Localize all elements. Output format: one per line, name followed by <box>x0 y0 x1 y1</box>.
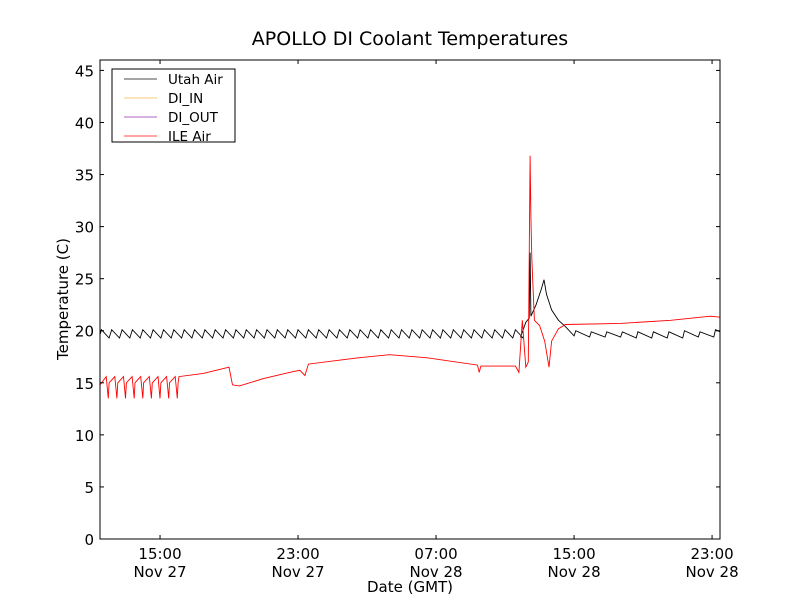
y-axis-label: Temperature (C) <box>54 238 72 361</box>
x-tick-date: Nov 28 <box>547 563 600 581</box>
y-tick-label: 5 <box>84 479 94 497</box>
x-axis-label: Date (GMT) <box>367 578 453 596</box>
y-tick-label: 20 <box>75 323 94 341</box>
series-line-utah-air <box>99 252 721 339</box>
series-layer <box>99 155 721 399</box>
y-tick-label: 0 <box>84 531 94 549</box>
series-line-ile-air <box>99 155 721 399</box>
x-tick-label: 23:00 <box>690 545 733 563</box>
x-tick-label: 07:00 <box>414 545 457 563</box>
y-tick-label: 30 <box>75 219 94 237</box>
legend-label: ILE Air <box>168 129 211 145</box>
x-tick-date: Nov 28 <box>685 563 738 581</box>
x-tick-label: 23:00 <box>276 545 319 563</box>
y-tick-label: 45 <box>75 62 94 80</box>
y-tick-label: 40 <box>75 114 94 132</box>
x-tick-date: Nov 28 <box>409 563 462 581</box>
plot-frame <box>99 59 721 540</box>
legend: Utah Air DI_IN DI_OUT ILE Air <box>111 68 236 145</box>
legend-label: Utah Air <box>168 72 223 88</box>
y-tick-label: 25 <box>75 271 94 289</box>
x-tick-label: 15:00 <box>138 545 181 563</box>
legend-label: DI_IN <box>168 91 203 107</box>
chart-title: APOLLO DI Coolant Temperatures <box>252 28 568 50</box>
y-tick-label: 15 <box>75 375 94 393</box>
y-tick-label: 10 <box>75 427 94 445</box>
x-tick-date: Nov 27 <box>271 563 324 581</box>
legend-box <box>111 68 236 143</box>
y-tick-label: 35 <box>75 167 94 185</box>
x-tick-label: 15:00 <box>552 545 595 563</box>
legend-label: DI_OUT <box>168 110 219 126</box>
x-tick-date: Nov 27 <box>133 563 186 581</box>
